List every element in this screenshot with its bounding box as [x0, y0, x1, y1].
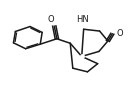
- Text: HN: HN: [76, 15, 89, 24]
- Text: O: O: [117, 29, 123, 38]
- Text: O: O: [48, 15, 54, 24]
